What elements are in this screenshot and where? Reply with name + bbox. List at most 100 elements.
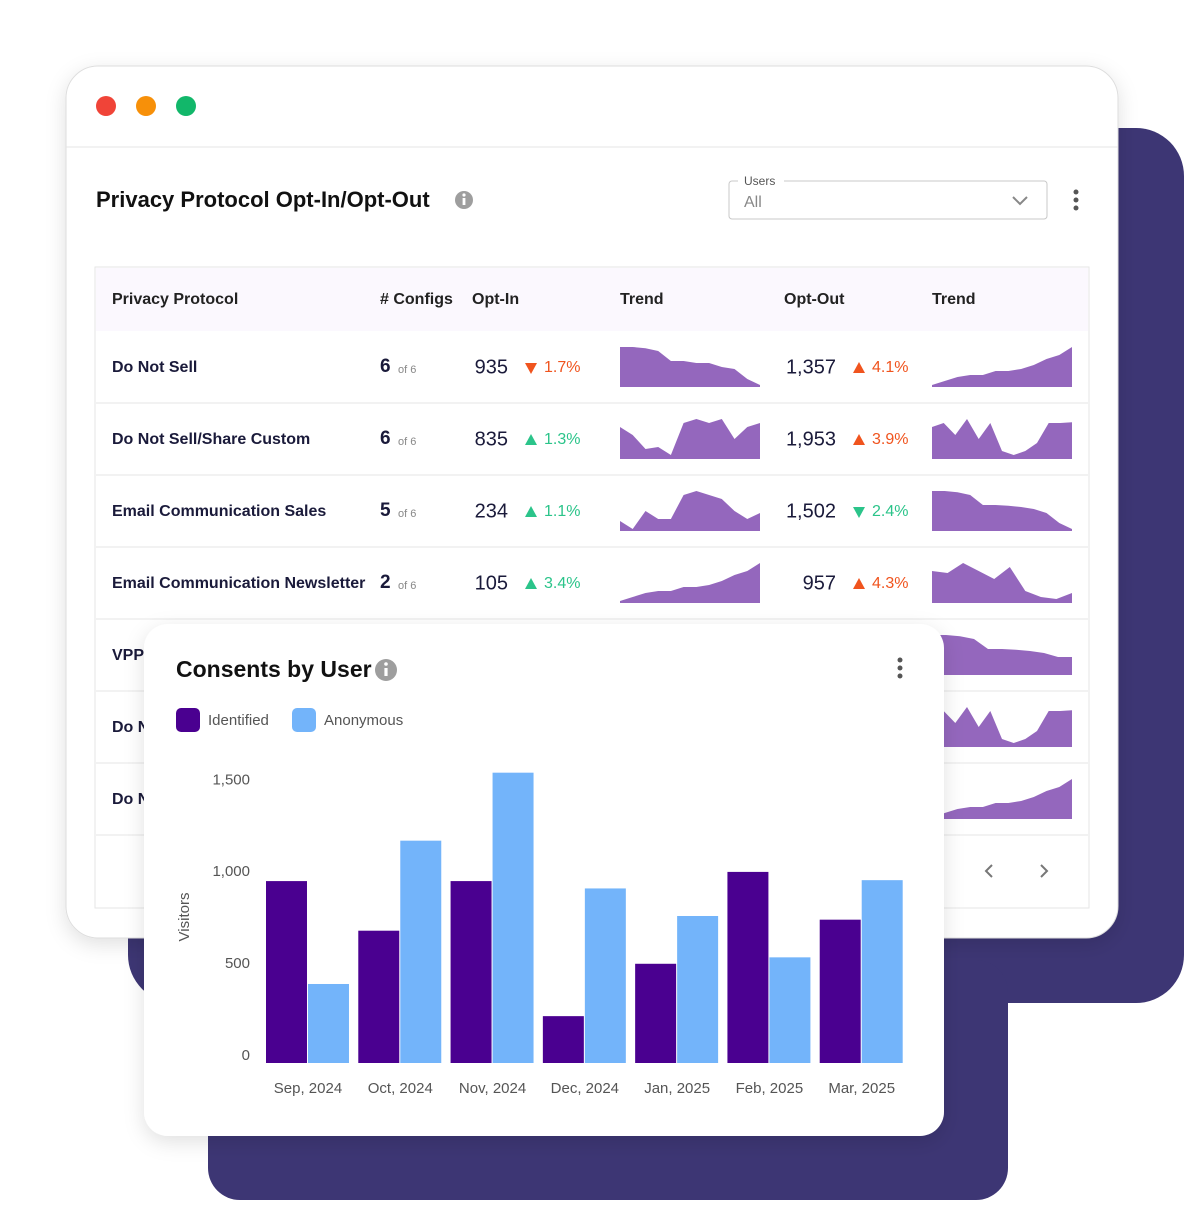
bar (677, 916, 719, 1063)
bar (769, 957, 811, 1063)
change-value: 3.9% (872, 431, 908, 448)
sparkline (932, 347, 1072, 387)
sparkline (932, 779, 1072, 819)
protocol-name: Do N (112, 719, 149, 736)
y-tick-label: 500 (225, 955, 250, 972)
change-arrow (525, 506, 537, 517)
protocol-name: Email Communication Sales (112, 503, 326, 520)
x-tick-label: Dec, 2024 (551, 1080, 619, 1097)
bar (727, 871, 769, 1063)
next-page[interactable] (1040, 864, 1049, 878)
opt-out: 1,502 (786, 500, 836, 522)
column-header: Opt-In (472, 291, 519, 308)
change-value: 3.4% (544, 575, 580, 592)
legend-label: Anonymous (324, 712, 403, 729)
filter-value: All (744, 194, 762, 211)
protocol-name: Do N (112, 791, 149, 808)
change-value: 4.1% (872, 359, 908, 376)
opt-in: 835 (475, 428, 508, 450)
bar (307, 983, 349, 1063)
column-header: # Configs (380, 291, 453, 308)
protocol-name: Do Not Sell/Share Custom (112, 431, 310, 448)
pagination (984, 864, 1049, 878)
column-header: Trend (620, 291, 664, 308)
change-value: 4.3% (872, 575, 908, 592)
chart-card: Consents by User Visitors 0 500 1,000 1,500… (144, 624, 944, 1136)
bar (492, 772, 534, 1063)
y-tick-label: 1,000 (212, 863, 250, 880)
x-tick-label: Sep, 2024 (274, 1080, 342, 1097)
dropdown-chevron (1012, 196, 1028, 206)
sparkline (932, 635, 1072, 675)
bar (542, 1016, 584, 1063)
change-value: 1.7% (544, 359, 580, 376)
column-header: Opt-Out (784, 291, 845, 308)
x-tick-label: Feb, 2025 (736, 1080, 804, 1097)
change-arrow (525, 578, 537, 589)
users-filter[interactable] (728, 180, 1048, 220)
menu-button[interactable] (897, 657, 903, 679)
column-header: Trend (932, 291, 976, 308)
dot (136, 96, 156, 116)
configs-total: of 6 (398, 580, 416, 592)
change-value: 1.1% (544, 503, 580, 520)
configs: 6 (380, 356, 391, 377)
sparkline (620, 491, 760, 531)
change-arrow (853, 362, 865, 373)
change-arrow (853, 434, 865, 445)
sparkline (620, 347, 760, 387)
info-icon (375, 659, 397, 681)
configs-total: of 6 (398, 436, 416, 448)
change-value: 2.4% (872, 503, 908, 520)
configs: 6 (380, 428, 391, 449)
configs: 2 (380, 572, 391, 593)
y-tick-label: 0 (242, 1047, 250, 1064)
protocol-name: Email Communication Newsletter (112, 575, 365, 592)
bar (400, 840, 442, 1063)
sparkline (620, 419, 760, 459)
bar (584, 888, 626, 1063)
sparkline (932, 563, 1072, 603)
x-tick-label: Mar, 2025 (828, 1080, 895, 1097)
protocol-name: VPP (112, 647, 144, 664)
menu-button[interactable] (1073, 189, 1079, 211)
y-axis-label: Visitors (176, 893, 193, 942)
bar (358, 930, 400, 1063)
table-header (96, 268, 1088, 331)
bar (819, 919, 861, 1063)
window-title: Privacy Protocol Opt-In/Opt-Out (96, 187, 430, 212)
legend-label: Identified (208, 712, 269, 729)
dot (96, 96, 116, 116)
legend-swatch (176, 708, 200, 732)
configs-total: of 6 (398, 364, 416, 376)
bar (861, 880, 903, 1063)
prev-page[interactable] (984, 864, 993, 878)
opt-out: 957 (803, 572, 836, 594)
x-tick-label: Jan, 2025 (644, 1080, 710, 1097)
y-tick-label: 1,500 (212, 771, 250, 788)
opt-in: 105 (475, 572, 508, 594)
configs-total: of 6 (398, 508, 416, 520)
opt-out: 1,357 (786, 356, 836, 378)
configs: 5 (380, 500, 391, 521)
protocol-name: Do Not Sell (112, 359, 197, 376)
opt-in: 935 (475, 356, 508, 378)
opt-out: 1,953 (786, 428, 836, 450)
change-arrow (853, 578, 865, 589)
sparkline (932, 707, 1072, 747)
bar (450, 881, 492, 1063)
change-value: 1.3% (544, 431, 580, 448)
sparkline (620, 563, 760, 603)
bar (266, 881, 307, 1063)
dot (176, 96, 196, 116)
chart-title: Consents by User (176, 656, 372, 682)
filter-label: Users (744, 174, 775, 188)
change-arrow (525, 363, 537, 374)
column-header: Privacy Protocol (112, 291, 238, 308)
change-arrow (525, 434, 537, 445)
x-tick-label: Oct, 2024 (368, 1080, 433, 1097)
x-tick-label: Nov, 2024 (459, 1080, 526, 1097)
opt-in: 234 (475, 500, 508, 522)
info-icon (455, 191, 473, 209)
